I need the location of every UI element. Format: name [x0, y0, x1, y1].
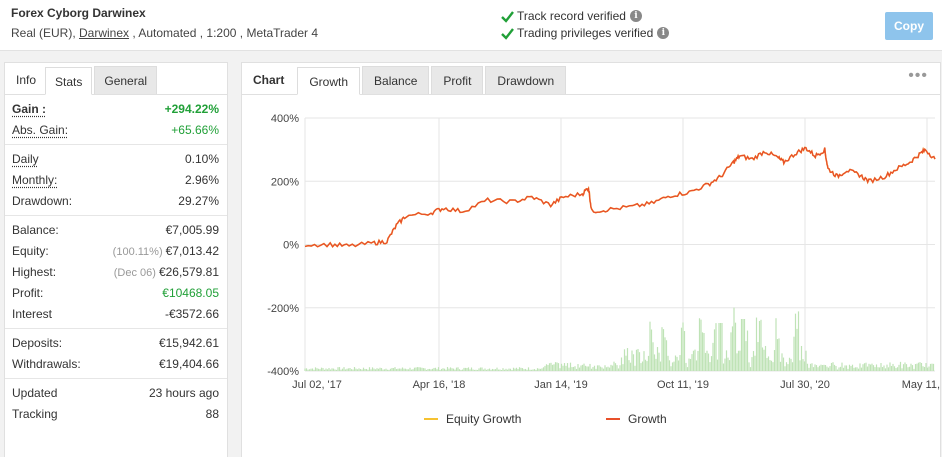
balance-label: Balance: — [12, 222, 59, 237]
tab-stats[interactable]: Stats — [45, 67, 93, 95]
y-tick-label: 400% — [271, 113, 299, 125]
chart-grid — [304, 117, 935, 372]
x-tick-label: Apr 16, '18 — [413, 379, 466, 391]
equity-growth-swatch — [424, 418, 438, 420]
stats-panel: Info Stats General Gain : +294.22% Abs. G… — [4, 62, 228, 457]
tab-profit[interactable]: Profit — [431, 66, 484, 94]
interest-label: Interest — [12, 306, 53, 321]
x-tick-label: May 11, ... — [902, 379, 940, 391]
check-icon — [501, 10, 514, 23]
x-tick-label: Jul 30, '20 — [780, 379, 830, 391]
chart-lines — [304, 146, 936, 249]
abs-gain-value: +65.66% — [171, 122, 219, 137]
highest-date: (Dec 06) — [113, 266, 156, 279]
equity-amount: €7,013.42 — [165, 243, 219, 258]
deposits-group: Deposits: €15,942.61 Withdrawals: €19,404.… — [5, 329, 227, 379]
track-record-verified: Track record verified i — [501, 9, 642, 23]
daily-label[interactable]: Daily — [12, 151, 39, 166]
legend-growth[interactable]: Growth — [606, 412, 667, 426]
system-name: Forex Cyborg Darwinex — [11, 6, 146, 20]
x-tick-label: Jul 02, '17 — [292, 379, 342, 391]
track-record-label: Track record verified — [517, 9, 626, 23]
check-icon — [501, 27, 514, 40]
deposits-value: €15,942.61 — [158, 335, 219, 350]
drawdown-value: 29.27% — [178, 193, 219, 208]
withdrawals-label: Withdrawals: — [12, 356, 81, 371]
tracking-value: 88 — [205, 406, 219, 421]
equity-label: Equity: — [12, 243, 49, 258]
updated-label: Updated — [12, 385, 58, 400]
account-type: Real (EUR), — [11, 26, 80, 40]
equity-value: (100.11%) €7,013.42 — [113, 244, 219, 258]
stats-tabs: Info Stats General — [5, 63, 227, 95]
y-tick-label: -400% — [267, 366, 299, 378]
account-details: , Automated , 1:200 , MetaTrader 4 — [129, 26, 319, 40]
gain-group: Gain : +294.22% Abs. Gain: +65.66% — [5, 95, 227, 145]
chart-panel: Chart Growth Balance Profit Drawdown •••… — [241, 62, 941, 457]
chart-tabs: Chart Growth Balance Profit Drawdown — [242, 63, 940, 95]
equity-growth-line — [304, 146, 936, 249]
legend-growth-label: Growth — [628, 412, 667, 426]
meta-group: Updated 23 hours ago Tracking 88 — [5, 379, 227, 428]
monthly-label[interactable]: Monthly: — [12, 172, 58, 187]
drawdown-label: Drawdown: — [12, 193, 73, 208]
growth-swatch — [606, 418, 620, 420]
equity-percent: (100.11%) — [112, 245, 163, 258]
tab-chart[interactable]: Chart — [242, 66, 296, 94]
highest-label: Highest: — [12, 264, 57, 279]
profit-value: €10468.05 — [162, 285, 219, 300]
info-icon[interactable]: i — [657, 27, 670, 39]
abs-gain-label[interactable]: Abs. Gain: — [12, 122, 69, 137]
daily-value: 0.10% — [184, 151, 219, 166]
growth-line — [304, 146, 936, 248]
tab-balance[interactable]: Balance — [362, 66, 430, 94]
system-subtitle: Real (EUR), Darwinex , Automated , 1:200… — [11, 26, 318, 40]
monthly-value: 2.96% — [184, 172, 219, 187]
profit-label: Profit: — [12, 285, 44, 300]
y-tick-label: 0% — [283, 240, 299, 252]
volume-bars — [304, 307, 935, 371]
gain-label[interactable]: Gain : — [12, 101, 47, 116]
info-icon[interactable]: i — [629, 10, 642, 22]
growth-chart: 400% 200% 0% -200% -400% Jul 02, '17 Apr 16, … — [267, 113, 940, 391]
trading-privileges-label: Trading privileges verified — [517, 26, 654, 40]
interest-value: -€3572.66 — [164, 306, 219, 321]
more-dots-icon[interactable]: ••• — [908, 67, 928, 84]
trading-privileges-verified: Trading privileges verified i — [501, 26, 670, 40]
balance-value: €7,005.99 — [165, 222, 219, 237]
y-axis-ticks: 400% 200% 0% -200% -400% — [267, 113, 299, 378]
deposits-label: Deposits: — [12, 335, 63, 350]
legend-equity-label: Equity Growth — [446, 412, 522, 426]
gain-value: +294.22% — [164, 101, 219, 116]
withdrawals-value: €19,404.66 — [158, 356, 219, 371]
balance-group: Balance: €7,005.99 Equity: (100.11%) €7,013… — [5, 216, 227, 329]
tab-drawdown[interactable]: Drawdown — [485, 66, 567, 94]
highest-value: (Dec 06) €26,579.81 — [114, 265, 219, 279]
tab-general[interactable]: General — [94, 66, 158, 94]
y-tick-label: -200% — [267, 303, 299, 315]
x-axis-ticks: Jul 02, '17 Apr 16, '18 Jan 14, '19 Oct 11,… — [292, 379, 940, 391]
tab-info[interactable]: Info — [16, 73, 37, 87]
rates-group: Daily 0.10% Monthly: 2.96% Drawdown: 29.27% — [5, 145, 227, 216]
x-tick-label: Oct 11, '19 — [657, 379, 709, 391]
highest-amount: €26,579.81 — [158, 264, 219, 279]
tracking-label: Tracking — [12, 406, 58, 421]
broker-link[interactable]: Darwinex — [79, 26, 130, 40]
tab-growth[interactable]: Growth — [297, 67, 361, 95]
updated-value: 23 hours ago — [148, 385, 219, 400]
y-tick-label: 200% — [271, 176, 299, 188]
x-tick-label: Jan 14, '19 — [534, 379, 587, 391]
copy-button[interactable]: Copy — [885, 12, 933, 40]
legend-equity-growth[interactable]: Equity Growth — [424, 412, 521, 426]
system-header: Forex Cyborg Darwinex Real (EUR), Darwin… — [0, 0, 942, 51]
